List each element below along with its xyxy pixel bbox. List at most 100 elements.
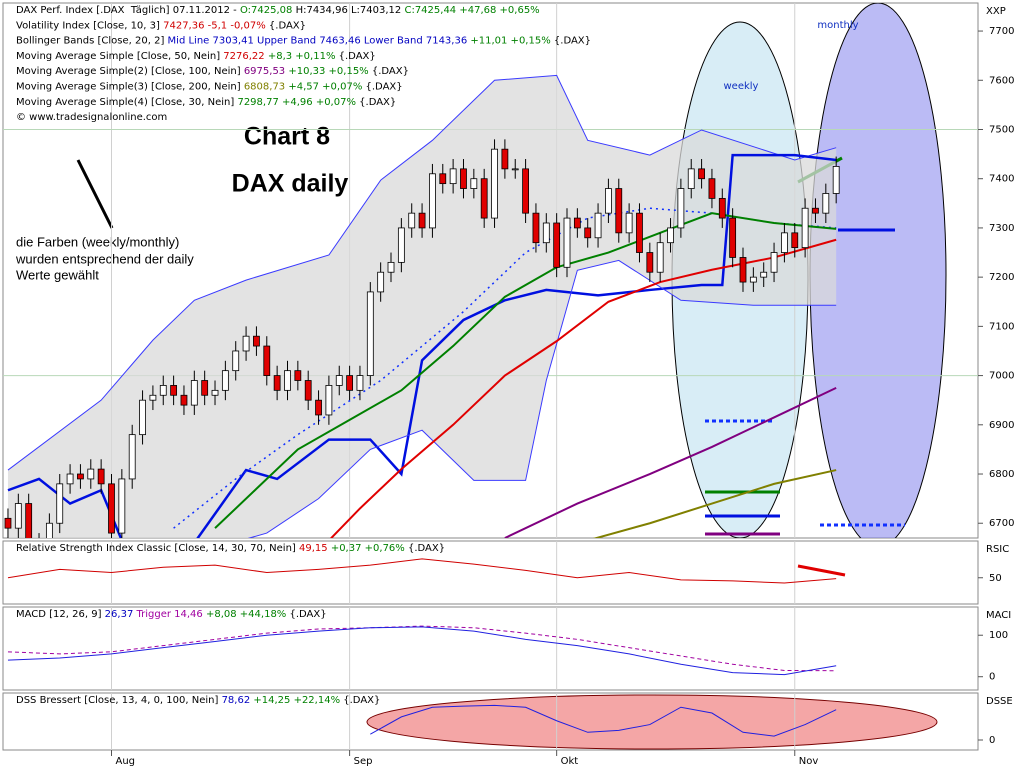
y-tick-label: 50 [989,573,1002,584]
legend-text: Moving Average Simple(3) [Close, 200, Ne… [16,82,244,93]
series-line [7,625,837,672]
candle-body [97,468,105,485]
legend-line: Moving Average Simple(2) [Close, 100, Ne… [16,66,409,77]
legend-text: +8,08 +44,18% [203,609,287,620]
legend-line: DSS Bressert [Close, 13, 4, 0, 100, Nein… [16,695,380,706]
candle-body [470,178,478,189]
candle-body [159,385,167,396]
y-tick-label: 7400 [989,174,1014,185]
candle-body [284,370,291,391]
candle-body [263,345,271,376]
candle-body [687,168,695,189]
candle-body [749,276,757,283]
legend-text: {.DAX} [266,20,306,31]
legend-line: Moving Average Simple(4) [Close, 30, Nei… [16,97,396,108]
legend-text: 26,37 [105,609,134,620]
y-tick-label: 6700 [989,518,1014,529]
legend-text: {.DAX} [335,51,375,62]
legend-text: Moving Average Simple [Close, 50, Nein] [16,51,223,62]
y-tick-label: 0 [989,672,995,683]
candle-body [646,252,654,273]
candle-body [25,503,33,538]
candle-body [87,468,95,480]
candle-body [770,252,778,273]
annotation: wurden entsprechend der daily [15,251,194,266]
candle-body [315,399,322,416]
candle-body [718,197,726,219]
candle-body [45,522,53,538]
candle-body [667,227,674,244]
legend-text: 7276,22 [223,51,264,62]
candle-body [14,503,22,529]
y-tick-label: 7700 [989,26,1014,37]
candle-body [677,188,685,229]
panel [2,606,979,691]
legend-text: Mid Line 7303,41 Upper Band 7463,46 Lowe… [168,36,471,47]
legend-line: Relative Strength Index Classic [Close, … [16,543,445,554]
legend-text: 78,62 [222,695,251,706]
legend-line: Bollinger Bands [Close, 20, 2] Mid Line … [16,36,591,47]
legend-text: +0,37 +0,76% [328,543,405,554]
legend-text: DSS Bressert [Close, 13, 4, 0, 100, Nein… [16,695,222,706]
candle-body [253,335,260,347]
candle-body [170,385,178,396]
legend-text: {.DAX} [362,82,402,93]
candle-body [201,380,209,396]
candle-body [221,370,229,391]
legend-text: Moving Average Simple(4) [Close, 30, Nei… [16,97,237,108]
annotation: Werte gewählt [16,267,99,282]
candle-body [439,173,447,185]
annotation: Chart 8 [244,123,330,151]
legend-text: 7427,36 -5,1 -0,07% [163,20,266,31]
candle-body [211,389,219,396]
drawn-line [797,564,846,577]
series-line [7,626,837,676]
plot-area [7,541,837,604]
candle-body [812,207,819,214]
series-line [7,153,837,538]
candle-body [563,217,571,268]
candle-body [760,271,768,278]
candle-body [573,217,581,229]
legend-line: MACD [12, 26, 9] 26,37 Trigger 14,46 +8,… [16,609,327,620]
y-tick-label: 0 [989,735,995,746]
series-line [370,704,837,737]
x-tick-label: Sep [354,756,373,767]
candle-body [4,517,12,529]
candle-body [397,227,405,263]
candle-body [729,217,737,258]
legend-text: C:7425,44 +47,68 +0,65% [404,5,539,16]
legend-text: 49,15 [299,543,328,554]
annotation: die Farben (weekly/monthly) [16,234,179,249]
legend-text: 7298,77 [237,97,278,108]
legend-text: DAX Perf. Index [.DAX Täglich] 07.11.201… [16,5,240,16]
candle-body [781,232,788,253]
candle-body [66,473,74,485]
candle-body [636,212,643,253]
candle-body [594,212,602,239]
candle-body [542,222,550,244]
legend-line: DAX Perf. Index [.DAX Täglich] 07.11.201… [16,5,540,16]
axis-label: RSIC [986,544,1009,555]
candle-body [56,483,64,524]
legend-text: {.DAX} [340,695,380,706]
legend-line: © www.tradesignalonline.com [16,112,167,123]
candle-body [118,478,126,534]
candle-body [242,335,250,352]
x-tick-label: Okt [561,756,579,767]
annotation: weekly [724,81,759,92]
legend-text: Volatility Index [Close, 10, 3] [16,20,163,31]
candle-body [791,232,799,249]
plot-area [3,3,978,538]
candle-body [356,375,364,391]
legend-text: +4,96 +0,07% [279,97,356,108]
legend-text: 6808,73 [244,82,285,93]
legend-text: +11,01 +0,15% [470,36,550,47]
series-line [214,212,837,529]
legend-text: {.DAX} [405,543,445,554]
y-tick-label: 7600 [989,75,1014,86]
candle-body [605,188,612,214]
legend-text: +8,3 +0,11% [265,51,336,62]
y-tick-label: 100 [989,630,1008,641]
